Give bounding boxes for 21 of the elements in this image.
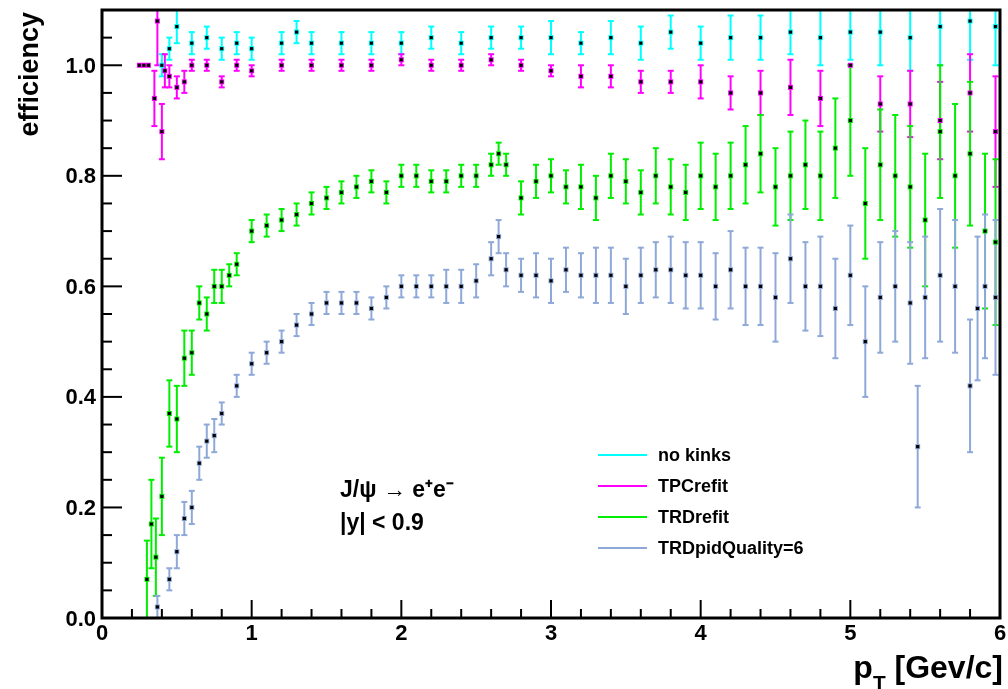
- x-axis-title: p$_{T}$ [Gev/c]: [853, 649, 1003, 689]
- y-tick-label: 0.6: [65, 273, 96, 299]
- x-tick-label: 2: [395, 620, 408, 645]
- x-tick-label: 6: [993, 620, 1007, 645]
- x-tick-label: 5: [844, 620, 857, 645]
- legend-label: TRDrefit: [658, 507, 729, 527]
- y-tick-label: 1.0: [65, 52, 96, 78]
- x-tick-label: 3: [544, 620, 558, 645]
- x-tick-label: 1: [245, 620, 258, 645]
- y-tick-label: 0.2: [65, 494, 96, 520]
- y-axis-title: efficiency: [14, 12, 44, 137]
- legend-label: no kinks: [658, 445, 732, 465]
- legend-label: TRDpidQuality=6: [658, 538, 804, 558]
- x-tick-label: 4: [694, 620, 708, 645]
- x-tick-label: 0: [95, 620, 109, 645]
- legend-label: TPCrefit: [658, 476, 729, 496]
- y-tick-label: 0.8: [65, 163, 96, 189]
- annotation: J/ψ → e⁺e⁻: [340, 476, 454, 502]
- y-tick-label: 0.0: [65, 605, 96, 631]
- annotation: |y| < 0.9: [340, 509, 424, 535]
- y-tick-label: 0.4: [65, 384, 97, 410]
